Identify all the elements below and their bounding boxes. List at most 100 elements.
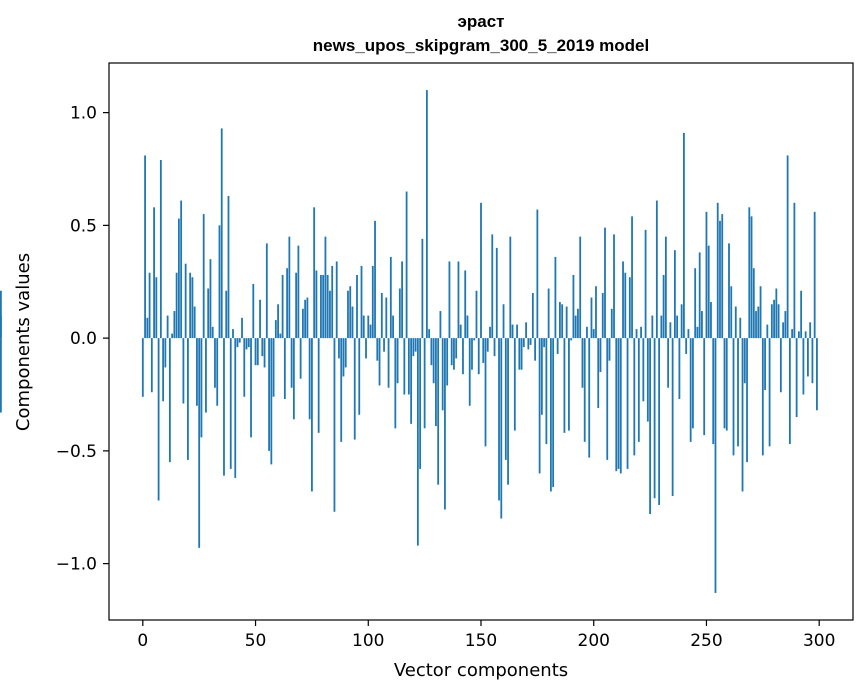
bar-component-253: [712, 338, 715, 445]
bar-component-212: [619, 338, 622, 474]
bar-component-14: [173, 311, 176, 339]
bar-component-230: [660, 315, 663, 339]
bar-component-74: [308, 338, 311, 420]
bar-component-184: [556, 338, 559, 354]
bar-component-147: [473, 338, 476, 341]
bar-component-243: [689, 338, 692, 442]
bar-component-139: [455, 338, 458, 359]
bar-component-85: [333, 338, 336, 512]
bar-component-219: [635, 329, 638, 339]
bar-component-26: [200, 338, 203, 438]
bar-component-260: [728, 243, 730, 339]
bar-component-298: [813, 211, 816, 339]
bar-component-252: [710, 302, 712, 339]
bar-component-233: [667, 338, 670, 388]
bar-component-268: [746, 338, 748, 463]
bar-component-232: [664, 236, 667, 339]
bar-component-299: [816, 338, 818, 411]
bar-component-262: [732, 338, 735, 456]
bar-component-0: [141, 338, 144, 397]
bar-component-293: [802, 338, 805, 395]
bar-component-131: [437, 338, 440, 485]
bar-component-269: [748, 207, 751, 339]
bar-component-297: [811, 338, 814, 384]
bar-component-284: [782, 322, 785, 339]
bar-component-159: [500, 338, 503, 519]
bar-component-64: [286, 268, 289, 339]
bar-component-57: [270, 338, 273, 465]
bar-component-154: [489, 326, 491, 339]
bar-component-174: [534, 338, 537, 361]
bar-component-210: [615, 338, 618, 472]
bar-component-83: [329, 290, 331, 339]
bar-component-288: [791, 329, 794, 339]
bar-component-29: [207, 288, 210, 339]
bar-component-9: [162, 338, 165, 402]
bar-component-38: [227, 196, 230, 339]
bar-component-51: [256, 338, 259, 366]
bar-component-285: [784, 311, 787, 339]
bar-component-116: [403, 338, 406, 395]
bar-component-254: [714, 338, 717, 593]
bar-component-3: [148, 272, 151, 339]
bar-component-138: [453, 338, 455, 370]
bar-component-30: [209, 259, 212, 339]
bar-component-193: [577, 308, 579, 339]
x-tick-label: 50: [245, 631, 267, 651]
bar-component-23: [193, 306, 196, 339]
bar-component-211: [617, 338, 620, 469]
bar-component-247: [698, 252, 701, 339]
bar-component-102: [371, 265, 374, 339]
bar-component-152: [484, 338, 487, 447]
bar-component-31: [211, 326, 214, 339]
bar-component-235: [671, 338, 674, 496]
bar-component-88: [340, 338, 343, 442]
bar-component-194: [579, 236, 582, 339]
bar-component-186: [561, 304, 564, 339]
bar-component-237: [676, 315, 679, 339]
bar-component-133: [441, 338, 444, 411]
bar-component-130: [435, 338, 437, 427]
bar-component-155: [491, 234, 494, 339]
x-tick-label: 200: [578, 631, 610, 651]
bar-component-97: [360, 265, 363, 339]
bar-component-50: [254, 338, 257, 366]
bar-component-136: [448, 261, 451, 339]
bar-component-undefined: [0, 338, 2, 413]
bar-component-189: [568, 338, 570, 431]
bar-component-40: [232, 329, 234, 339]
bar-component-151: [482, 338, 485, 363]
bar-component-241: [685, 338, 688, 354]
bar-component-274: [759, 286, 762, 339]
y-axis-label: Components values: [13, 253, 34, 431]
bar-component-98: [362, 315, 365, 339]
bar-component-190: [570, 338, 573, 341]
bar-component-36: [223, 338, 225, 476]
bar-component-109: [387, 338, 390, 388]
bar-component-149: [477, 338, 480, 375]
bar-component-279: [770, 304, 773, 339]
bar-component-148: [475, 290, 478, 339]
bar-component-113: [396, 338, 399, 384]
bar-component-229: [658, 338, 661, 505]
bar-component-222: [642, 338, 645, 402]
bar-component-10: [164, 338, 167, 368]
bar-component-239: [680, 304, 683, 339]
bar-component-197: [586, 326, 588, 339]
bar-component-264: [737, 338, 739, 447]
bar-component-259: [725, 338, 728, 431]
bar-component-8: [159, 159, 162, 339]
bar-component-71: [301, 308, 304, 339]
bar-component-62: [281, 274, 284, 339]
bar-component-246: [696, 326, 699, 339]
bar-component-238: [678, 338, 681, 400]
bar-component-220: [637, 338, 640, 442]
bar-component-248: [701, 311, 703, 339]
bar-component-165: [513, 338, 516, 431]
bar-component-95: [356, 274, 358, 339]
bar-component-163: [509, 236, 512, 339]
chart-title-line-1: эраст: [457, 12, 504, 31]
bar-component-172: [529, 338, 532, 345]
bar-component-205: [604, 227, 606, 339]
bar-component-144: [466, 315, 469, 339]
